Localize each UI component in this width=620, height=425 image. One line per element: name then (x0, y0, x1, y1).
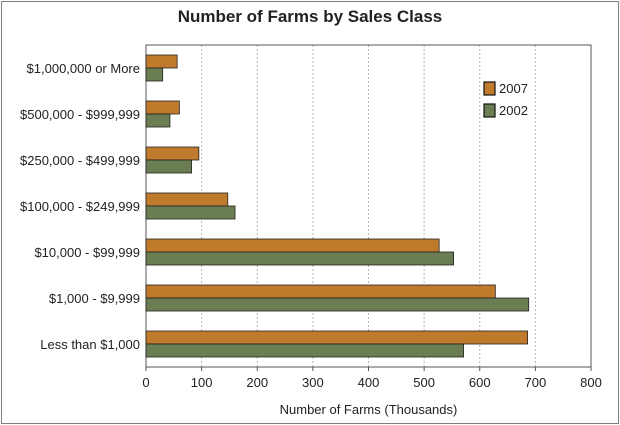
bar-2002 (145, 297, 530, 312)
bar-2002 (145, 159, 193, 174)
x-tick-label: 500 (413, 375, 435, 390)
bar-2007 (145, 330, 528, 345)
category-label: $250,000 - $499,999 (20, 153, 140, 168)
x-tick-label: 800 (580, 375, 602, 390)
x-tick-label: 700 (525, 375, 547, 390)
category-label: $1,000,000 or More (27, 61, 140, 76)
legend: 2007 2002 (483, 81, 528, 118)
bar-2007 (145, 100, 180, 115)
category-label: $1,000 - $9,999 (49, 291, 140, 306)
x-tick-label: 400 (358, 375, 380, 390)
bar-2007 (145, 238, 440, 253)
legend-label-2007: 2007 (499, 81, 528, 96)
bar-2002 (145, 113, 171, 128)
bar-2007 (145, 192, 229, 207)
bar-2007 (145, 54, 178, 69)
chart-title: Number of Farms by Sales Class (177, 7, 443, 26)
bar-2002 (145, 343, 465, 358)
bar-2002 (145, 205, 236, 220)
bar-2007 (145, 146, 200, 161)
legend-swatch-2007 (483, 81, 496, 96)
x-tick-label: 0 (142, 375, 149, 390)
x-axis-title: Number of Farms (Thousands) (280, 402, 458, 417)
category-label: Less than $1,000 (40, 337, 140, 352)
x-tick-label: 600 (469, 375, 491, 390)
bar-2007 (145, 284, 496, 299)
legend-label-2002: 2002 (499, 103, 528, 118)
x-tick-label: 200 (246, 375, 268, 390)
bar-2002 (145, 67, 164, 82)
bar-2002 (145, 251, 455, 266)
x-tick-label: 300 (302, 375, 324, 390)
category-label: $10,000 - $99,999 (34, 245, 140, 260)
legend-swatch-2002 (483, 103, 496, 118)
category-label: $500,000 - $999,999 (20, 107, 140, 122)
x-tick-label: 100 (191, 375, 213, 390)
category-label: $100,000 - $249,999 (20, 199, 140, 214)
